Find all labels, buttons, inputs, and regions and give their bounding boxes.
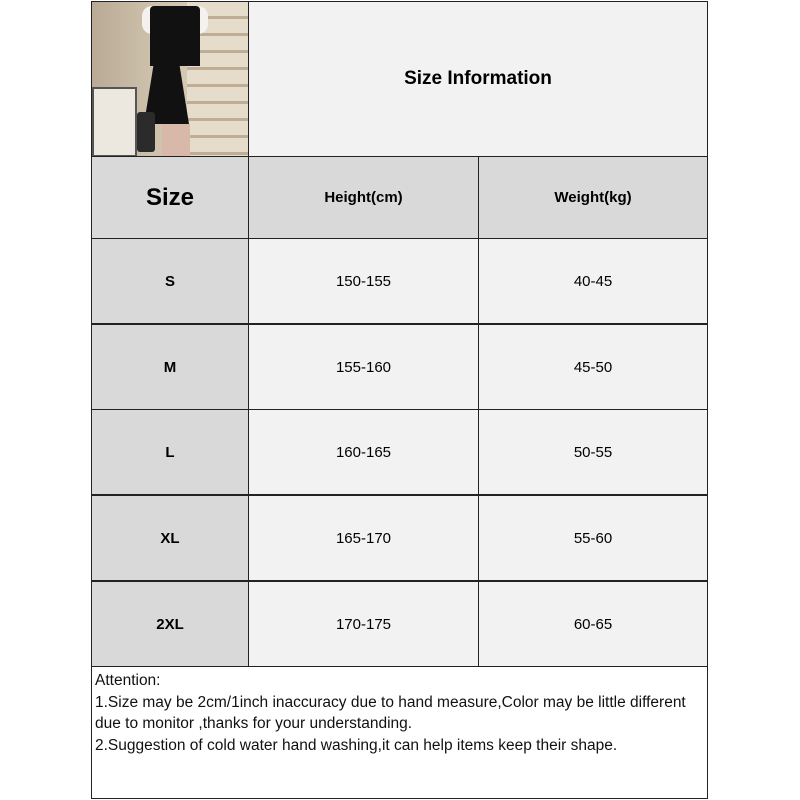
product-photo bbox=[91, 1, 249, 157]
height-cell: 165-170 bbox=[248, 495, 479, 581]
page-title: Size Information bbox=[248, 1, 708, 157]
weight-cell: 55-60 bbox=[478, 495, 708, 581]
column-header-weight: Weight(kg) bbox=[478, 156, 708, 239]
column-header-height: Height(cm) bbox=[248, 156, 479, 239]
note-line: 1.Size may be 2cm/1inch inaccuracy due t… bbox=[95, 693, 686, 733]
size-cell: M bbox=[91, 324, 249, 410]
note-line: 2.Suggestion of cold water hand washing,… bbox=[95, 736, 618, 754]
height-cell: 150-155 bbox=[248, 238, 479, 324]
size-cell: XL bbox=[91, 495, 249, 581]
dress bbox=[150, 6, 200, 66]
attention-notes: Attention: 1.Size may be 2cm/1inch inacc… bbox=[91, 666, 708, 799]
weight-cell: 50-55 bbox=[478, 409, 708, 495]
height-cell: 155-160 bbox=[248, 324, 479, 410]
height-cell: 160-165 bbox=[248, 409, 479, 495]
sign-board bbox=[92, 87, 137, 156]
height-cell: 170-175 bbox=[248, 581, 479, 667]
notes-heading: Attention: bbox=[95, 672, 161, 689]
weight-cell: 40-45 bbox=[478, 238, 708, 324]
bag bbox=[137, 112, 155, 152]
weight-cell: 60-65 bbox=[478, 581, 708, 667]
column-header-size: Size bbox=[91, 156, 249, 239]
size-cell: 2XL bbox=[91, 581, 249, 667]
size-cell: L bbox=[91, 409, 249, 495]
weight-cell: 45-50 bbox=[478, 324, 708, 410]
size-cell: S bbox=[91, 238, 249, 324]
legs bbox=[162, 124, 190, 156]
